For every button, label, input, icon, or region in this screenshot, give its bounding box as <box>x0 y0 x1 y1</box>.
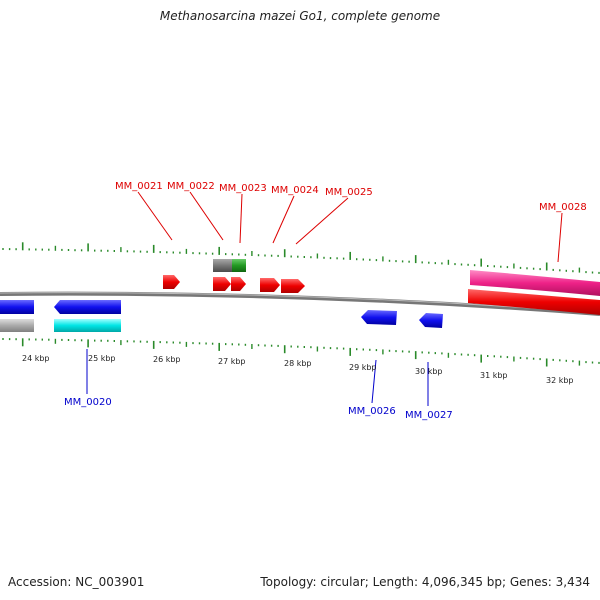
gene-mm0019-gray[interactable] <box>0 319 34 332</box>
scale-label: 27 kbp <box>218 357 246 366</box>
gene-mm0022[interactable] <box>213 259 232 272</box>
label-mm0020[interactable]: MM_0020 <box>64 397 112 408</box>
label-mm0028[interactable]: MM_0028 <box>539 202 587 213</box>
reverse-gene-labels: MM_0020 MM_0026 MM_0027 <box>64 349 453 421</box>
label-mm0023[interactable]: MM_0023 <box>219 183 267 194</box>
scale-label: 30 kbp <box>415 367 443 376</box>
cds-mm0028[interactable] <box>468 289 600 315</box>
cds-mm0026[interactable] <box>361 310 397 325</box>
gene-mm0020-cyan[interactable] <box>54 319 121 332</box>
scale-label: 26 kbp <box>153 355 181 364</box>
topology-summary: Topology: circular; Length: 4,096,345 bp… <box>260 575 590 589</box>
forward-features <box>163 259 600 315</box>
label-mm0022[interactable]: MM_0022 <box>167 181 215 192</box>
forward-tick-row <box>2 242 600 274</box>
label-mm0021[interactable]: MM_0021 <box>115 181 163 192</box>
label-mm0024[interactable]: MM_0024 <box>271 185 319 196</box>
reverse-tick-row <box>2 338 600 367</box>
label-mm0026[interactable]: MM_0026 <box>348 406 396 417</box>
scale-labels: 24 kbp 25 kbp 26 kbp 27 kbp 28 kbp 29 kb… <box>22 354 574 385</box>
genome-backbone <box>0 291 600 316</box>
gene-mm0028-pink[interactable] <box>470 270 600 296</box>
label-mm0027[interactable]: MM_0027 <box>405 410 453 421</box>
scale-label: 29 kbp <box>349 363 377 372</box>
cds-mm0023[interactable] <box>231 277 246 291</box>
cds-mm0022[interactable] <box>213 277 231 291</box>
cds-mm0019-left[interactable] <box>0 300 34 314</box>
scale-label: 32 kbp <box>546 376 574 385</box>
reverse-features <box>0 300 443 332</box>
cds-mm0025[interactable] <box>281 279 305 293</box>
label-mm0025[interactable]: MM_0025 <box>325 187 373 198</box>
cds-mm0027[interactable] <box>419 313 443 328</box>
forward-gene-labels: MM_0021 MM_0022 MM_0023 MM_0024 MM_0025 … <box>115 181 587 263</box>
scale-label: 25 kbp <box>88 354 116 363</box>
scale-label: 24 kbp <box>22 354 50 363</box>
cds-mm0020[interactable] <box>54 300 121 314</box>
scale-label: 28 kbp <box>284 359 312 368</box>
scale-label: 31 kbp <box>480 371 508 380</box>
accession-text: Accession: NC_003901 <box>8 575 145 589</box>
trna-mm0023[interactable] <box>232 259 246 272</box>
map-title: Methanosarcina mazei Go1, complete genom… <box>159 9 441 23</box>
cds-mm0021[interactable] <box>163 275 180 289</box>
cds-mm0024[interactable] <box>260 278 280 292</box>
